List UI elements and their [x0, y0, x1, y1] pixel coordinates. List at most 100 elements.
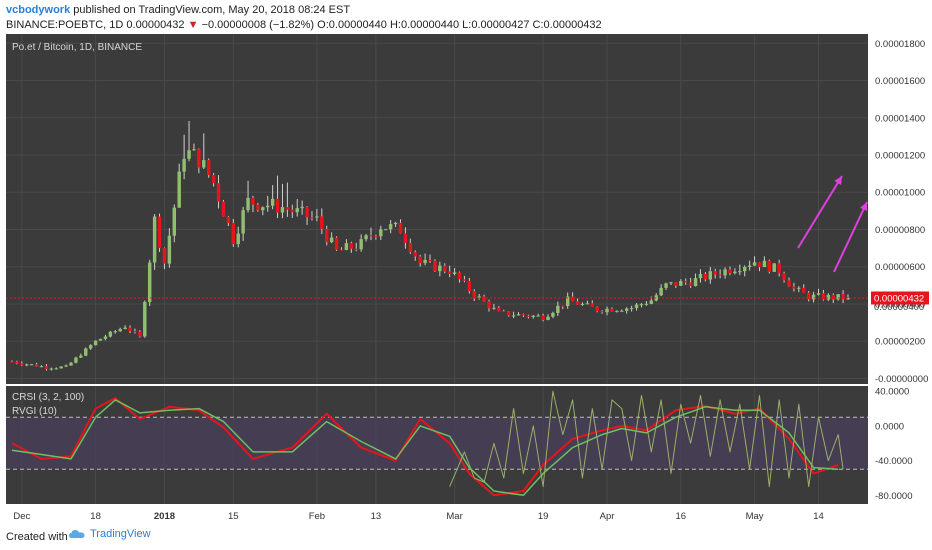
candle-body — [841, 294, 845, 300]
candle-body — [74, 357, 78, 363]
candle-body — [418, 256, 422, 264]
candle-body — [487, 301, 491, 309]
candle-body — [634, 304, 639, 308]
time-axis-tick: 2018 — [154, 511, 175, 522]
candle-body — [664, 283, 668, 288]
candle-body — [49, 368, 54, 370]
candle-body — [29, 364, 34, 366]
candle-body — [39, 366, 44, 368]
candle-body — [556, 305, 560, 313]
open-value: 0.00000440 — [328, 19, 387, 31]
indicator-band — [6, 417, 868, 470]
candle-body — [25, 364, 29, 366]
indicator-axis-tick: 0.0000 — [875, 421, 904, 432]
ohlc-legend: BINANCE:POEBTC, 1D 0.00000432 ▼ −0.00000… — [6, 19, 602, 31]
candle-body — [98, 338, 103, 341]
candle-body — [561, 305, 565, 307]
candle-body — [162, 248, 167, 264]
candle-body — [787, 280, 791, 287]
candle-body — [236, 233, 240, 245]
candle-body — [565, 296, 570, 306]
price-axis-tick: -0.00000000 — [875, 374, 928, 385]
last-price-tag-box — [871, 291, 929, 305]
candle-body — [541, 315, 545, 320]
candle-body — [693, 278, 698, 287]
candle-body — [197, 149, 201, 168]
candle-body — [231, 222, 236, 245]
candle-body — [831, 294, 835, 300]
axis-labels: 0.00001800 0.00001600 0.00001400 0.00001200… — [13, 39, 928, 522]
candle-body — [683, 281, 688, 283]
high-value: 0.00000440 — [400, 19, 460, 31]
candle-body — [403, 233, 408, 243]
trend-arrows[interactable] — [797, 175, 868, 273]
candle-body — [359, 239, 363, 250]
price-change: −0.00000008 (−1.82%) — [201, 19, 315, 31]
candle-body — [536, 315, 540, 317]
chart-canvas[interactable]: 0.00001800 0.00001600 0.00001400 0.00001200… — [0, 34, 932, 524]
candle-body — [659, 287, 663, 296]
candle-body — [698, 273, 703, 279]
price-axis-tick: 0.00000400 — [875, 299, 925, 310]
candle-body — [329, 237, 334, 243]
candle-body — [467, 280, 472, 292]
low-value: 0.00000427 — [471, 19, 530, 31]
candle-body — [590, 303, 595, 307]
candle-body — [438, 265, 442, 272]
time-axis-tick: Apr — [600, 511, 615, 522]
candle-body — [821, 293, 826, 300]
author-link[interactable]: vcbodywork — [6, 4, 71, 16]
candle-body — [521, 314, 526, 316]
candle-body — [221, 201, 226, 217]
candle-body — [762, 260, 767, 268]
price-axis-tick: 0.00001400 — [875, 113, 925, 124]
trend-arrow-head — [834, 176, 842, 185]
candle-body — [551, 312, 555, 317]
candle-body — [620, 310, 624, 312]
candle-body — [354, 248, 358, 250]
candle-body — [64, 365, 68, 367]
close-value: 0.00000432 — [543, 19, 602, 31]
candle-body — [738, 271, 742, 273]
tradingview-logo[interactable]: TradingView — [68, 528, 151, 540]
candle-body — [379, 229, 383, 237]
chart-footer: Created with TradingView — [0, 524, 932, 550]
candle-body — [143, 302, 147, 337]
candle-body — [138, 331, 142, 337]
candle-body — [575, 301, 580, 305]
time-axis-tick: 19 — [538, 511, 549, 522]
candle-body — [270, 198, 275, 206]
candle-body — [767, 260, 772, 272]
candle-body — [88, 345, 93, 349]
candle-body — [246, 197, 250, 211]
publish-text: published on TradingView.com, May 20, 20… — [73, 4, 351, 16]
price-axis-tick: 0.00000200 — [875, 337, 925, 348]
candle-body — [69, 362, 73, 366]
candle-body — [792, 286, 796, 289]
candle-body — [152, 216, 157, 263]
candle-body — [772, 263, 776, 272]
candle-body — [325, 228, 329, 243]
candle-body — [462, 279, 467, 281]
candle-body — [157, 216, 162, 249]
time-axis-tick: 13 — [371, 511, 382, 522]
candle-body — [472, 291, 476, 298]
candle-body — [782, 273, 786, 281]
candle-body — [688, 282, 693, 287]
candle-body — [797, 287, 801, 289]
candle-body — [118, 329, 122, 332]
indicator-line — [449, 390, 844, 488]
candle-body — [531, 315, 535, 317]
candle-body — [708, 271, 713, 280]
candle-body — [806, 292, 811, 300]
price-axis-tick: 0.00001000 — [875, 188, 925, 199]
price-pane-background — [6, 34, 868, 384]
last-price-tag-text: 0.00000432 — [874, 293, 924, 304]
trend-arrow-line — [833, 201, 868, 273]
time-axis-tick: Feb — [309, 511, 325, 522]
candle-body — [669, 282, 673, 284]
candle-body — [93, 340, 98, 346]
candle-body — [44, 366, 49, 369]
symbol-label[interactable]: BINANCE:POEBTC, 1D — [6, 19, 124, 31]
time-axis-tick: 15 — [228, 511, 239, 522]
